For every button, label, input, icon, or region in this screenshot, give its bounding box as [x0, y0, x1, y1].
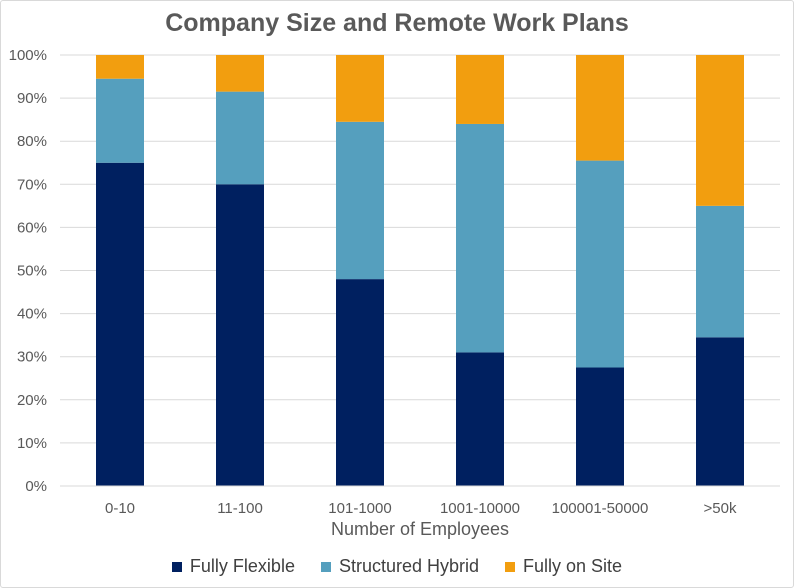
bar-segment-structured-hybrid [96, 78, 144, 163]
bar-segment-fully-on-site [216, 55, 264, 92]
legend: Fully Flexible Structured Hybrid Fully o… [0, 556, 794, 577]
chart-title: Company Size and Remote Work Plans [165, 9, 629, 37]
bar-stack-4 [576, 55, 624, 486]
bar-segment-fully-on-site [96, 55, 144, 79]
bar-segment-fully-on-site [456, 55, 504, 124]
bar-segment-structured-hybrid [576, 160, 624, 368]
bar-segment-fully-flexible [216, 184, 264, 487]
bar-segment-fully-flexible [576, 367, 624, 486]
x-tick-label: 11-100 [217, 500, 263, 517]
x-tick-label: 100001-50000 [552, 500, 649, 517]
legend-label-fully-on-site: Fully on Site [523, 556, 623, 576]
y-tick-label: 60% [17, 219, 47, 236]
legend-label-structured-hybrid: Structured Hybrid [338, 556, 480, 576]
y-tick-label: 90% [17, 90, 47, 107]
bar-segment-structured-hybrid [456, 123, 504, 353]
bar-segment-fully-on-site [576, 55, 624, 161]
bar-segment-fully-on-site [336, 55, 384, 122]
legend-item-fully-on-site: Fully on Site [505, 556, 622, 577]
y-tick-label: 20% [17, 392, 47, 409]
bar-segment-structured-hybrid [696, 205, 744, 338]
x-tick-label: >50k [704, 500, 737, 517]
y-tick-label: 100% [9, 47, 47, 64]
y-tick-label: 70% [17, 176, 47, 193]
y-tick-label: 50% [17, 263, 47, 280]
bar-stack-0 [96, 55, 144, 486]
legend-swatch-fully-on-site [505, 561, 516, 572]
y-tick-label: 80% [17, 133, 47, 150]
y-tick-label: 30% [17, 349, 47, 366]
legend-swatch-fully-flexible [171, 561, 182, 572]
bar-segment-fully-on-site [696, 55, 744, 206]
bar-stack-2 [336, 55, 384, 486]
legend-label-fully-flexible: Fully Flexible [189, 556, 295, 576]
y-tick-label: 0% [25, 478, 47, 495]
x-tick-label: 1001-10000 [440, 500, 520, 517]
bar-segment-structured-hybrid [216, 91, 264, 185]
x-tick-label: 101-1000 [328, 500, 391, 517]
bar-stack-5 [696, 55, 744, 486]
y-axis-tick-labels: 0% 10% 20% 30% 40% 50% 60% 70% 80% 90% 100% [9, 47, 47, 495]
gridlines [60, 54, 780, 444]
bar-stacks [96, 55, 744, 487]
legend-item-fully-flexible: Fully Flexible [171, 556, 295, 577]
bar-segment-fully-flexible [336, 279, 384, 486]
bar-stack-3 [456, 55, 504, 486]
bar-stack-1 [216, 55, 264, 487]
bar-segment-structured-hybrid [336, 121, 384, 280]
bar-segment-fully-flexible [96, 162, 144, 486]
bar-segment-fully-flexible [696, 337, 744, 486]
x-tick-label: 0-10 [105, 500, 135, 517]
y-tick-label: 10% [17, 435, 47, 452]
y-tick-label: 40% [17, 306, 47, 323]
legend-swatch-structured-hybrid [320, 561, 331, 572]
x-axis-tick-labels: 0-10 11-100 101-1000 1001-10000 100001-50000… [105, 500, 737, 517]
x-axis-title: Number of Employees [331, 519, 509, 539]
legend-item-structured-hybrid: Structured Hybrid [320, 556, 480, 577]
bar-segment-fully-flexible [456, 352, 504, 486]
